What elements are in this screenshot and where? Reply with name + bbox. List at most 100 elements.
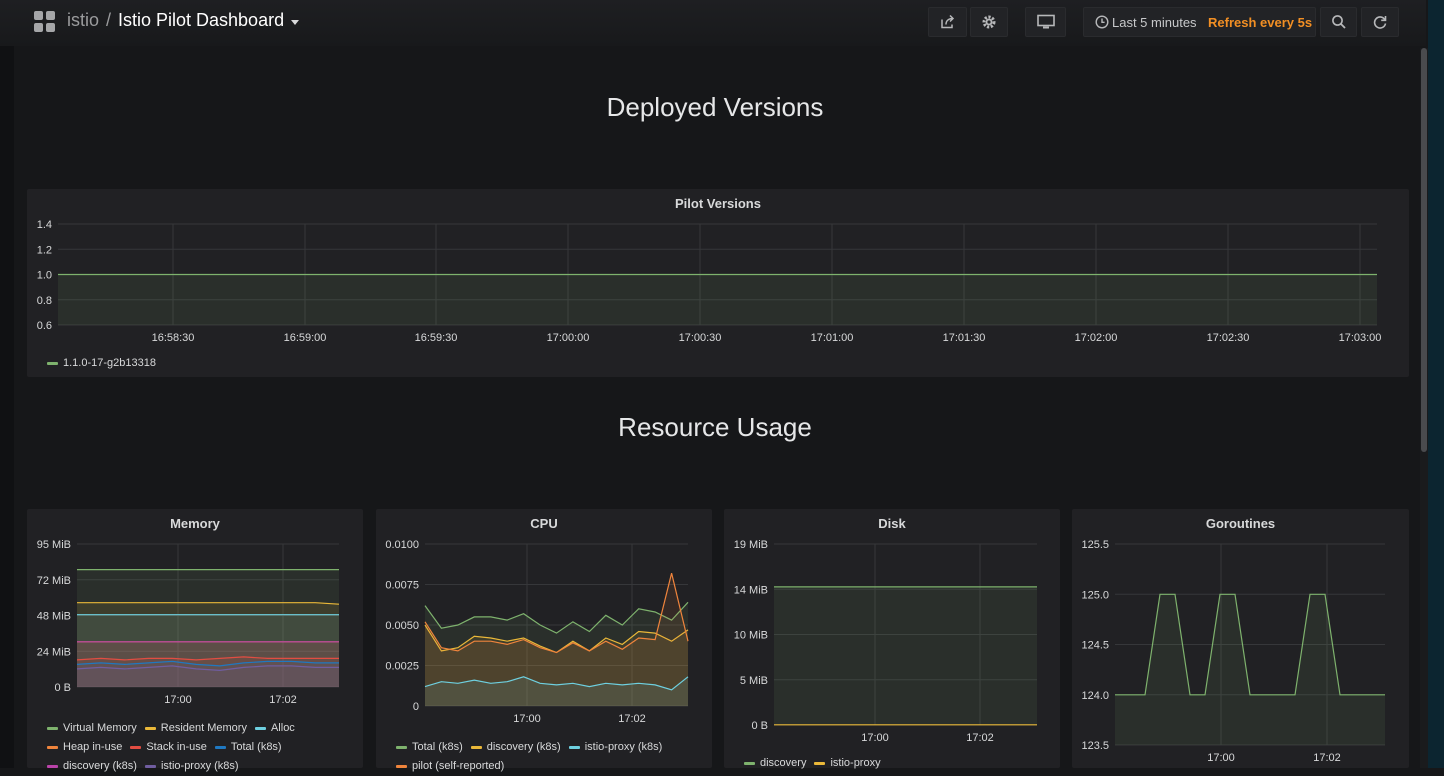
series-area [774,587,1037,725]
y-tick-label: 1.0 [37,270,52,282]
refresh-button[interactable] [1361,7,1399,37]
legend-label: 1.1.0-17-g2b13318 [63,357,156,369]
cycle-view-mode-button[interactable] [1025,7,1066,37]
legend-swatch [396,746,407,749]
legend-item[interactable]: istio-proxy (k8s) [569,738,663,757]
refresh-icon [1373,15,1388,30]
y-tick-label: 124.0 [1081,690,1109,702]
x-tick-label: 16:58:30 [152,332,195,344]
x-tick-label: 17:02 [966,732,994,744]
grafana-menu-icon[interactable] [34,11,56,33]
x-tick-label: 17:02 [618,713,646,725]
y-tick-label: 19 MiB [734,539,768,551]
legend-item[interactable]: Total (k8s) [396,738,463,757]
legend-swatch [215,746,226,749]
legend: Total (k8s) discovery (k8s) istio-proxy (k… [396,738,708,776]
settings-button[interactable] [970,7,1008,37]
legend-item[interactable]: Alloc [255,719,295,738]
y-tick-label: 125.5 [1081,539,1109,551]
legend-label: Resident Memory [161,722,247,734]
folder-link[interactable]: istio [67,10,99,31]
legend-label: istio-proxy [830,757,880,769]
legend-label: Stack in-use [146,741,207,753]
y-tick-label: 95 MiB [37,539,71,551]
legend-item[interactable]: discovery (k8s) [47,757,137,776]
time-picker-button[interactable]: Last 5 minutes Refresh every 5s [1083,7,1316,37]
legend-swatch [744,762,755,765]
x-tick-label: 17:02 [269,694,297,706]
scrollbar-thumb[interactable] [1421,48,1427,452]
legend-label: discovery [760,757,806,769]
legend-item[interactable]: Resident Memory [145,719,247,738]
legend-item[interactable]: 1.1.0-17-g2b13318 [47,357,156,369]
legend-item[interactable]: discovery [744,757,806,769]
series-area [58,275,1377,326]
legend-label: Heap in-use [63,741,122,753]
y-tick-label: 72 MiB [37,575,71,587]
legend-item[interactable]: istio-proxy [814,757,880,769]
series-area [1115,594,1385,745]
y-tick-label: 10 MiB [734,630,768,642]
legend-item[interactable]: Heap in-use [47,738,122,757]
zoom-out-button[interactable] [1320,7,1357,37]
x-tick-label: 16:59:00 [284,332,327,344]
share-icon [940,15,956,30]
legend-label: Total (k8s) [412,741,463,753]
y-tick-label: 123.5 [1081,740,1109,752]
x-tick-label: 17:00 [1207,752,1235,764]
zoom-out-icon [1331,15,1346,30]
legend-label: istio-proxy (k8s) [161,760,239,772]
y-tick-label: 0.0050 [385,620,419,632]
y-tick-label: 1.4 [37,219,52,231]
x-tick-label: 17:03:00 [1339,332,1382,344]
monitor-icon [1037,15,1055,30]
y-tick-label: 0.0100 [385,539,419,551]
legend-label: pilot (self-reported) [412,760,504,772]
share-button[interactable] [928,7,967,37]
y-tick-label: 0.0075 [385,580,419,592]
x-tick-label: 16:59:30 [415,332,458,344]
y-tick-label: 125.0 [1081,589,1109,601]
x-tick-label: 17:01:30 [943,332,986,344]
legend-item[interactable]: pilot (self-reported) [396,757,504,776]
legend-item[interactable]: Virtual Memory [47,719,137,738]
gear-icon [981,14,997,30]
legend-item[interactable]: discovery (k8s) [471,738,561,757]
x-tick-label: 17:00:00 [547,332,590,344]
x-tick-label: 17:00 [164,694,192,706]
y-tick-label: 0 B [751,720,768,732]
legend-swatch [396,765,407,768]
row-title-deployed-versions[interactable]: Deployed Versions [0,92,1430,123]
x-tick-label: 17:02 [1313,752,1341,764]
top-navbar: istio / Istio Pilot Dashboard Last 5 min… [0,0,1426,46]
refresh-interval-label: Refresh every 5s [1208,15,1312,30]
legend-swatch [145,727,156,730]
clock-icon [1095,15,1109,29]
y-tick-label: 0 B [54,682,71,694]
legend-swatch [814,762,825,765]
legend-swatch [130,746,141,749]
legend-item[interactable]: istio-proxy (k8s) [145,757,239,776]
caret-down-icon[interactable] [291,20,299,25]
legend-label: discovery (k8s) [63,760,137,772]
y-tick-label: 0 [413,701,419,713]
legend-item[interactable]: Stack in-use [130,738,207,757]
right-edge [1428,0,1444,768]
dashboard-title[interactable]: Istio Pilot Dashboard [118,10,284,31]
legend-swatch [47,727,58,730]
legend-swatch [47,765,58,768]
legend-label: Alloc [271,722,295,734]
row-title-resource-usage[interactable]: Resource Usage [0,412,1430,443]
y-tick-label: 48 MiB [37,611,71,623]
legend-label: Total (k8s) [231,741,282,753]
legend-swatch [145,765,156,768]
legend-item[interactable]: Total (k8s) [215,738,282,757]
time-range-label: Last 5 minutes [1112,15,1197,30]
